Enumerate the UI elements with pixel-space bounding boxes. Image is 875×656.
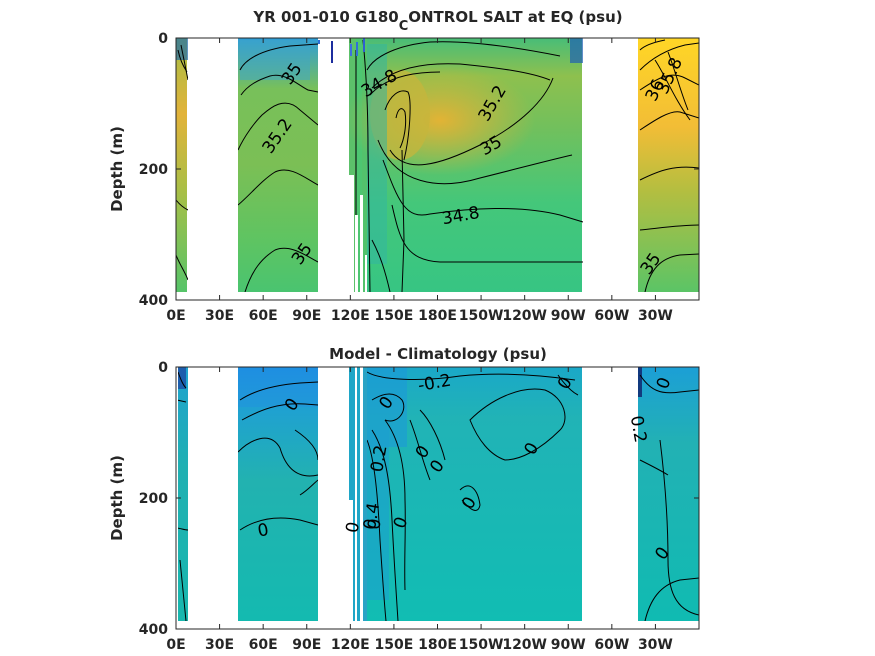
x-tick-label: 180E bbox=[418, 308, 457, 324]
y-axis-label-2: Depth (m) bbox=[108, 455, 126, 541]
x-tick-label: 120W bbox=[502, 308, 547, 324]
y-tick-label: 200 bbox=[139, 491, 168, 507]
x-tick-label: 30E bbox=[205, 308, 234, 324]
x-tick-label: 180E bbox=[418, 637, 457, 653]
y-tick-label: 400 bbox=[139, 293, 168, 309]
land-mask-1 bbox=[176, 38, 699, 300]
x-tick-label: 60W bbox=[594, 308, 629, 324]
x-tick-label: 30W bbox=[638, 308, 673, 324]
x-tick-label: 60E bbox=[249, 637, 278, 653]
y-tick-label: 200 bbox=[139, 162, 168, 178]
y-axis-label-1: Depth (m) bbox=[108, 126, 126, 212]
x-tick-label: 90W bbox=[551, 308, 586, 324]
x-tick-label: 0E bbox=[166, 637, 185, 653]
contour-label: 0 bbox=[342, 520, 364, 534]
y-axis-1: 0 200 400 bbox=[139, 31, 699, 309]
y-tick-label: 400 bbox=[139, 622, 168, 638]
difference-field bbox=[176, 367, 699, 621]
x-tick-label: 30W bbox=[638, 637, 673, 653]
contour-label: 0.2 bbox=[626, 414, 650, 444]
x-tick-label: 150W bbox=[459, 308, 504, 324]
y-tick-label: 0 bbox=[158, 31, 168, 47]
x-tick-label: 30E bbox=[205, 637, 234, 653]
y-tick-label: 0 bbox=[158, 360, 168, 376]
x-tick-label: 120E bbox=[331, 308, 370, 324]
x-tick-label: 120W bbox=[502, 637, 547, 653]
contour-label: 0 bbox=[364, 517, 386, 531]
x-tick-label: 90E bbox=[292, 637, 321, 653]
chart-title-2: Model - Climatology (psu) bbox=[329, 345, 547, 363]
contour-label: 0.4 bbox=[360, 501, 384, 531]
chart-title-1: YR 001-010 G180CONTROL SALT at EQ (psu) bbox=[252, 8, 622, 34]
x-tick-label: 90W bbox=[551, 637, 586, 653]
salinity-field bbox=[176, 38, 699, 292]
salinity-contours bbox=[176, 39, 699, 293]
x-tick-label: 0E bbox=[166, 308, 185, 324]
x-tick-label: 90E bbox=[292, 308, 321, 324]
difference-contours bbox=[176, 371, 699, 622]
x-tick-label: 150E bbox=[375, 637, 414, 653]
contour-label: 0 bbox=[256, 520, 270, 542]
x-tick-label: 150E bbox=[375, 308, 414, 324]
x-tick-label: 60E bbox=[249, 308, 278, 324]
x-tick-label: 60W bbox=[594, 637, 629, 653]
contour-label: 0.2 bbox=[367, 444, 391, 474]
y-axis-2: 0 200 400 bbox=[139, 360, 699, 638]
x-tick-label: 120E bbox=[331, 637, 370, 653]
x-tick-label: 150W bbox=[459, 637, 504, 653]
